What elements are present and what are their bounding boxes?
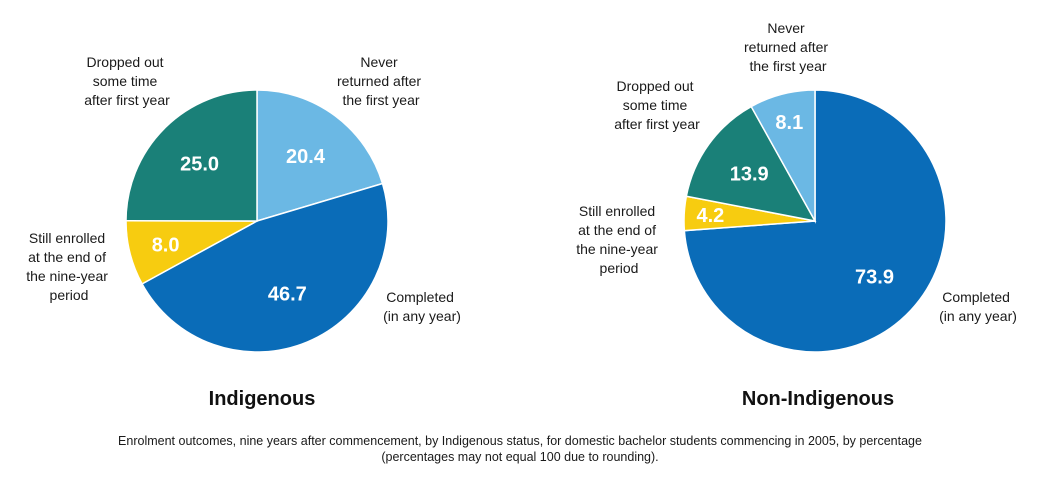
value-label-completed: 46.7 [268,284,307,306]
non-indigenous-label-enrolled: Still enrolled at the end of the nine-ye… [576,203,662,276]
caption-line-2: (percentages may not equal 100 due to ro… [381,450,659,464]
value-label-completed: 73.9 [855,266,894,288]
indigenous-label-enrolled: Still enrolled at the end of the nine-ye… [26,230,112,303]
indigenous-title: Indigenous [209,388,316,410]
value-label-never: 20.4 [286,146,326,168]
caption-line-1: Enrolment outcomes, nine years after com… [118,434,922,448]
non-indigenous-pie: 73.9 4.2 13.9 8.1 [683,89,947,353]
value-label-enrolled: 8.0 [152,234,180,256]
non-indigenous-label-completed: Completed (in any year) [939,289,1017,324]
value-label-dropped: 25.0 [180,154,219,176]
pie-slice-dropped [685,105,817,223]
non-indigenous-title: Non-Indigenous [742,388,894,410]
non-indigenous-label-dropped: Dropped out some time after first year [614,78,700,132]
value-label-never: 8.1 [775,112,803,134]
pie-slice-never [256,89,384,223]
pie-slice-completed [141,182,389,353]
indigenous-label-completed: Completed (in any year) [383,289,461,324]
indigenous-label-never: Never returned after the first year [337,54,425,108]
pie-slice-dropped [125,89,258,222]
value-label-dropped: 13.9 [730,163,769,185]
indigenous-label-dropped: Dropped out some time after first year [84,54,170,108]
pie-charts: 20.4 46.7 8.0 25.0 73.9 4.2 13.9 8.1 Dropped o… [26,20,1017,410]
value-label-enrolled: 4.2 [696,205,724,227]
pie-slice-never [750,89,816,224]
indigenous-pie: 20.4 46.7 8.0 25.0 [125,89,389,353]
non-indigenous-label-never: Never returned after the first year [744,20,832,74]
